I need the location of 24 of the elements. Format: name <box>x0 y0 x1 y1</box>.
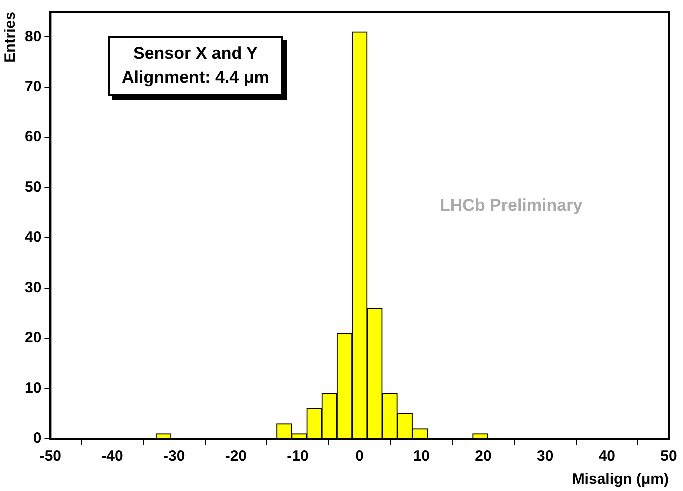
y-tick-label: 50 <box>24 178 42 196</box>
y-tick-label: 40 <box>24 229 42 246</box>
y-tick-label: 20 <box>24 330 42 347</box>
x-tick-label: 20 <box>475 448 492 466</box>
y-tick-label: 70 <box>24 78 42 96</box>
x-tick-label: -10 <box>287 448 309 466</box>
x-tick-label: 0 <box>356 448 364 466</box>
x-tick-label: 40 <box>598 448 616 466</box>
x-tick-label: -20 <box>225 448 248 466</box>
y-axis-title: Entries <box>2 12 20 63</box>
x-tick-label: -30 <box>164 448 186 466</box>
y-tick-label: 0 <box>33 430 42 448</box>
y-tick-label: 80 <box>24 28 42 46</box>
x-tick-label: -40 <box>102 448 124 466</box>
x-tick-label: 50 <box>660 448 678 466</box>
x-tick-label: 30 <box>536 448 554 466</box>
y-tick-label: 30 <box>24 279 42 296</box>
x-tick-label: -50 <box>40 448 62 466</box>
annotation: LHCb Preliminary <box>440 196 583 216</box>
y-tick-label: 60 <box>24 128 42 146</box>
x-tick-label: 10 <box>413 448 430 466</box>
x-axis-title: Misalign (μm) <box>572 471 669 488</box>
annotation: Sensor X and Y Alignment: 4.4 μm <box>108 36 284 96</box>
y-tick-label: 10 <box>24 380 42 397</box>
